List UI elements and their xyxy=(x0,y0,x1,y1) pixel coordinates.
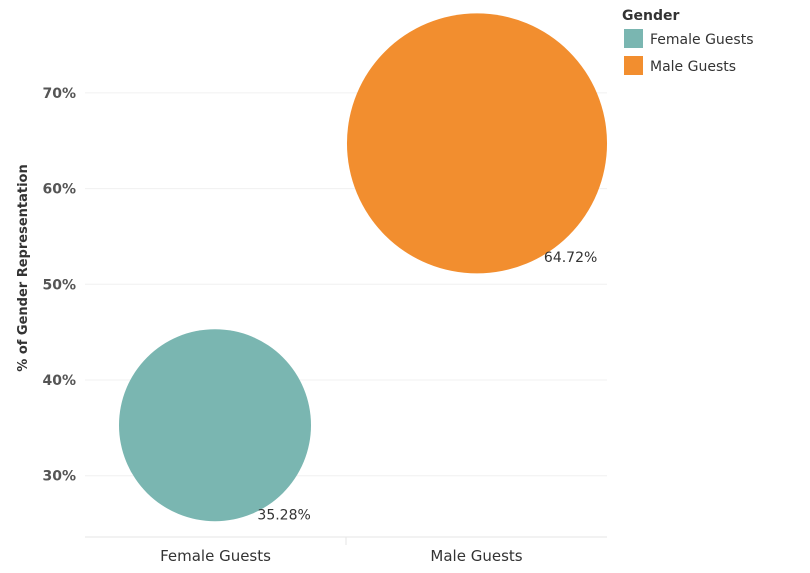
y-axis-label: % of Gender Representation xyxy=(16,164,31,371)
legend-swatch xyxy=(624,29,643,48)
y-tick-label: 50% xyxy=(42,277,76,293)
bubble-marks: 35.28% 64.72% xyxy=(119,13,608,523)
bubble-male-guests[interactable] xyxy=(346,13,608,274)
y-axis-ticks: 30% 40% 50% 60% 70% xyxy=(42,86,76,485)
x-axis-categories: Female Guests Male Guests xyxy=(160,547,523,565)
y-tick-label: 70% xyxy=(42,86,76,102)
data-label: 35.28% xyxy=(257,507,310,523)
legend-item[interactable]: Male Guests xyxy=(650,59,736,75)
y-tick-label: 30% xyxy=(42,469,76,485)
legend: Gender Female Guests Male Guests xyxy=(622,8,753,75)
data-label: 64.72% xyxy=(544,250,597,266)
x-category-label: Female Guests xyxy=(160,547,271,565)
x-category-label: Male Guests xyxy=(430,547,522,565)
legend-swatch xyxy=(624,56,643,75)
y-tick-label: 60% xyxy=(42,182,76,198)
legend-title: Gender xyxy=(622,8,679,24)
y-tick-label: 40% xyxy=(42,373,76,389)
bubble-female-guests[interactable] xyxy=(119,329,311,522)
legend-item[interactable]: Female Guests xyxy=(650,32,753,48)
